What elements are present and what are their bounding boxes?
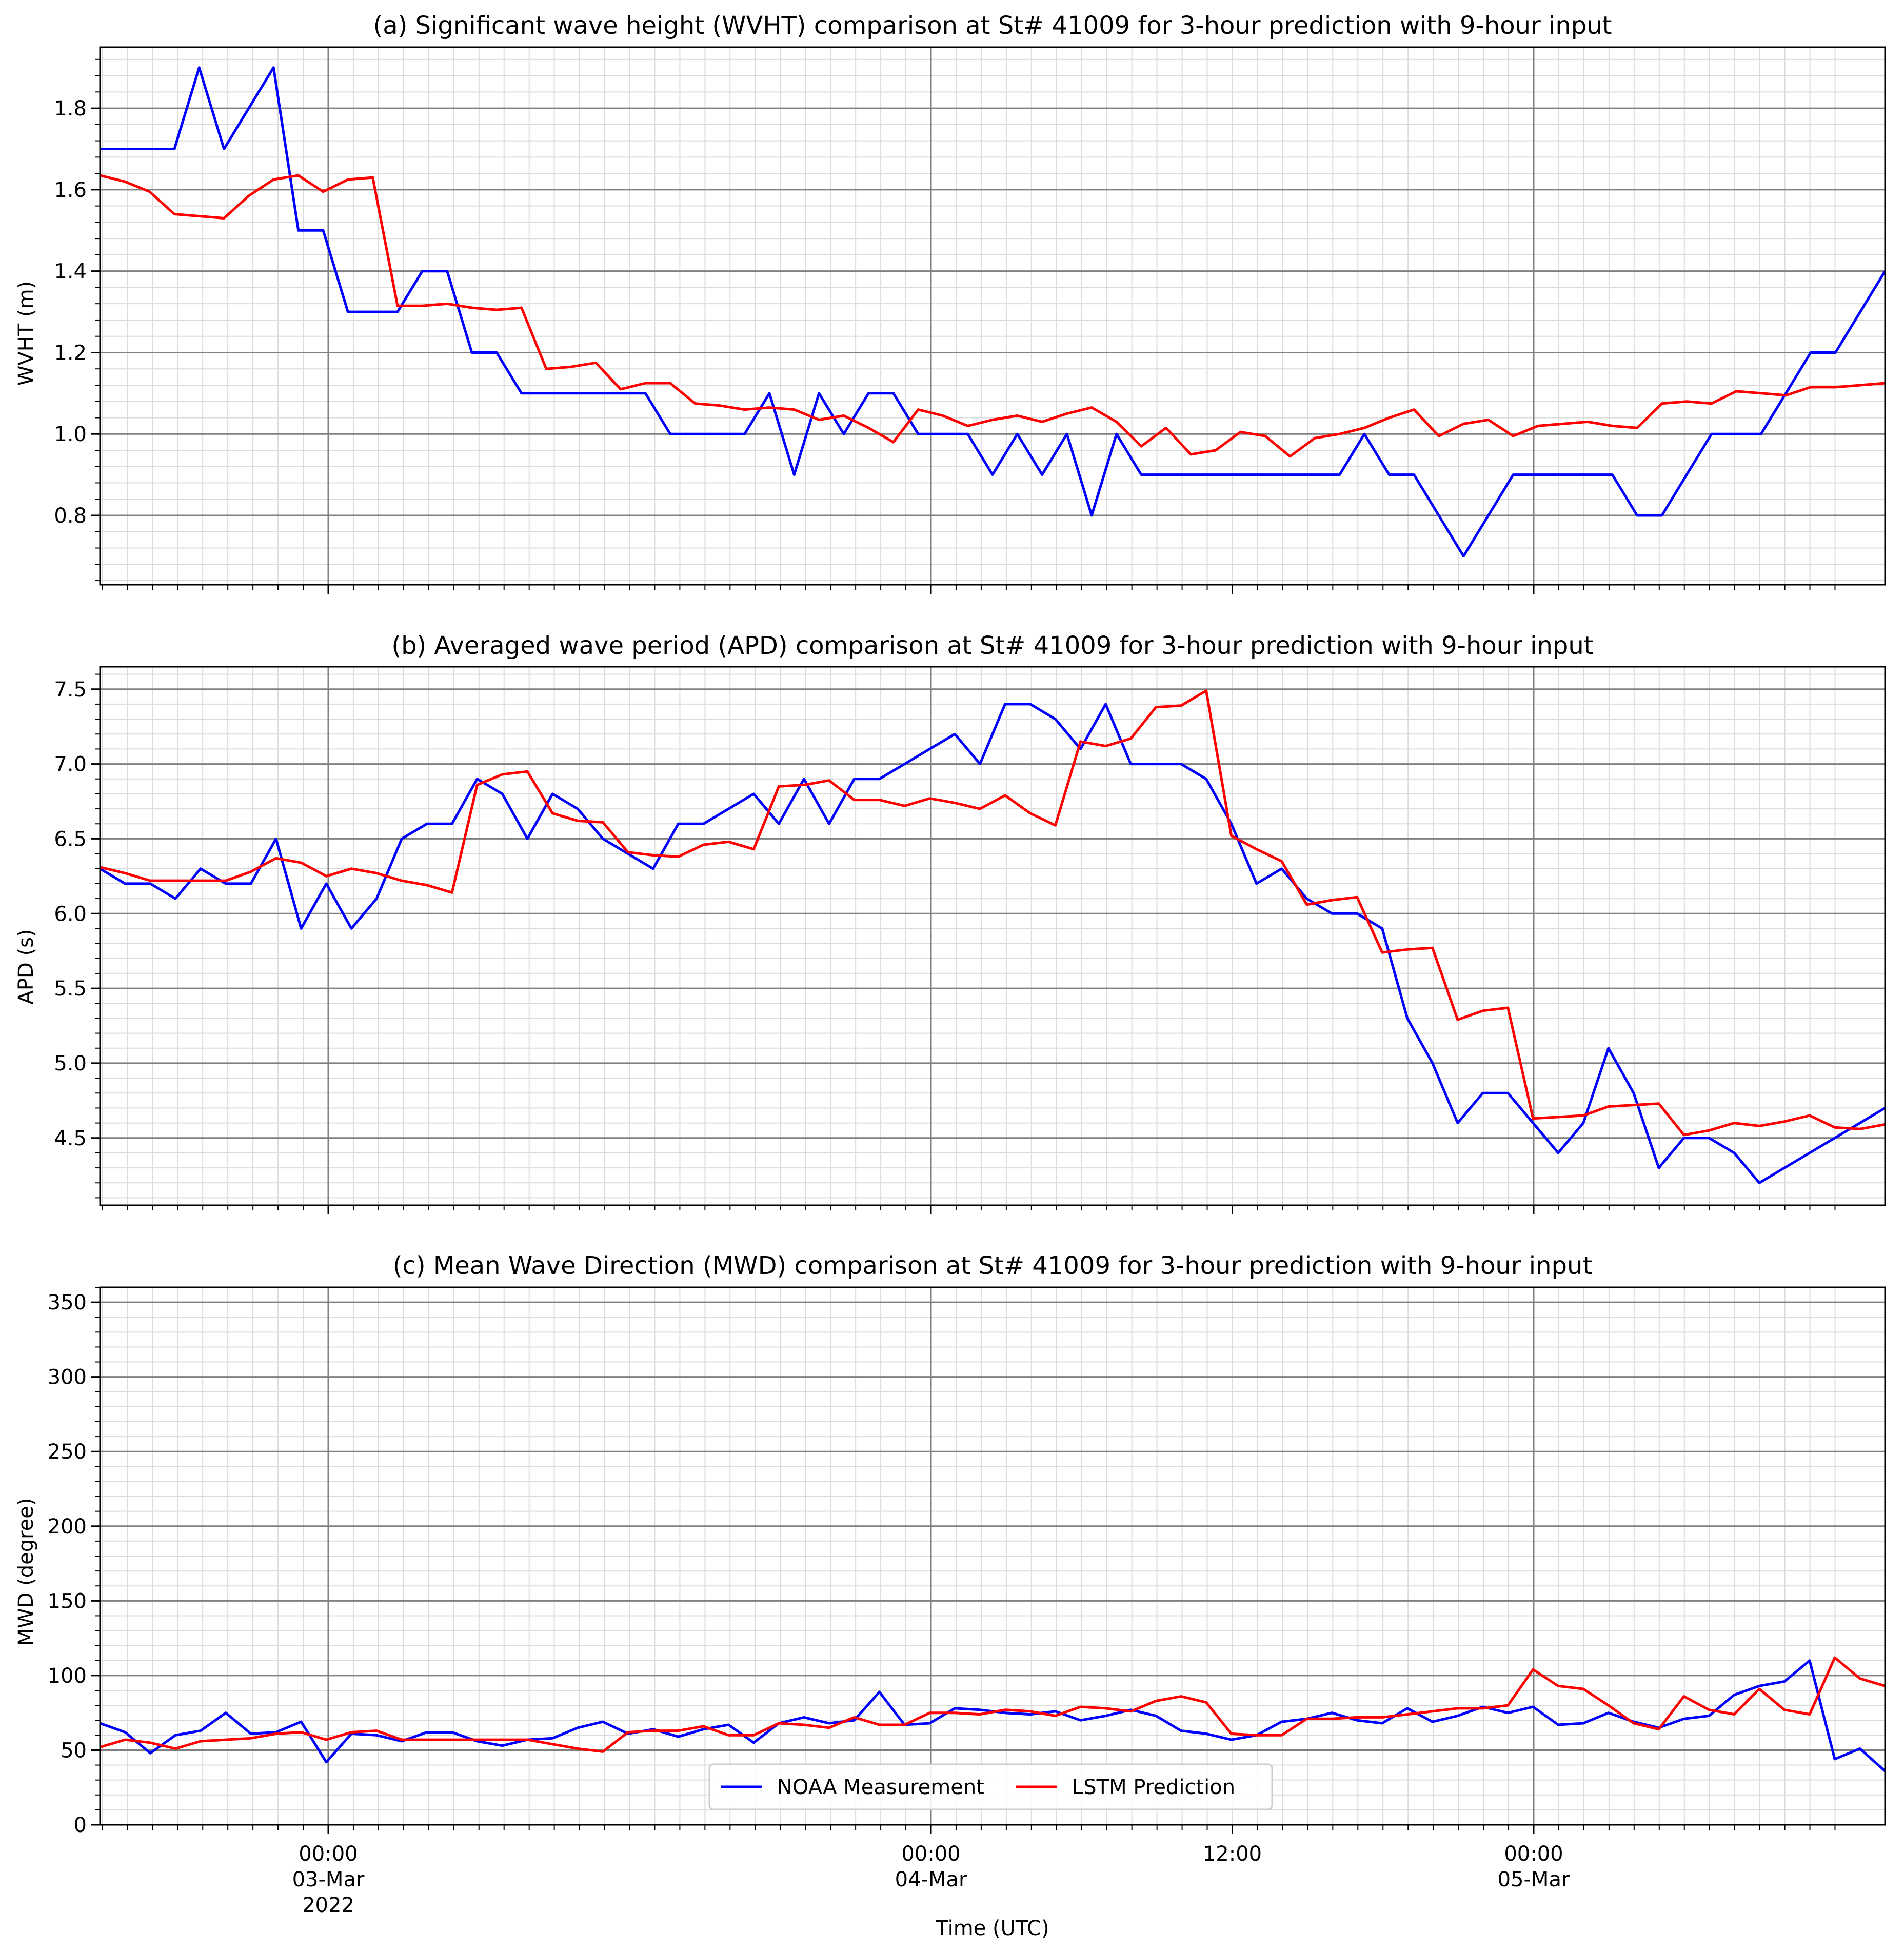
plot-area-2: 05010015020025030035000:0003-Mar202200:0… bbox=[48, 1286, 1886, 1917]
panel-title-apd: (b) Averaged wave period (APD) compariso… bbox=[391, 631, 1593, 660]
plot-area-1: 4.5 5.0 5.5 6.0 6.5 7.0 7.5 bbox=[54, 666, 1886, 1214]
y-tick-label: 0.8 bbox=[54, 504, 87, 528]
y-tick-label: 6.5 bbox=[54, 827, 87, 851]
series-line-noaa bbox=[100, 66, 1885, 557]
y-tick-label: 4.5 bbox=[54, 1127, 87, 1150]
panel-wvht: (a) Significant wave height (WVHT) compa… bbox=[14, 11, 1612, 386]
y-tick-label: 250 bbox=[48, 1440, 87, 1464]
y-tick-label: 1.4 bbox=[54, 260, 87, 284]
y-tick-label: 50 bbox=[61, 1739, 87, 1762]
x-tick-label: 00:00 bbox=[901, 1842, 960, 1866]
y-tick-label: 1.8 bbox=[54, 97, 87, 121]
plot-layer: 0.8 1.0 1.2 1.4 1.6 1.8 4.5 5.0 5.5 6.0 6.5 7.0 7.5 0… bbox=[48, 46, 1886, 1917]
y-axis-label-mwd: MWD (degree) bbox=[14, 1498, 38, 1646]
y-tick-label: 300 bbox=[48, 1366, 87, 1389]
x-tick-label: 00:00 bbox=[299, 1842, 358, 1866]
x-tick-label: 00:00 bbox=[1504, 1842, 1563, 1866]
x-tick-label: 2022 bbox=[302, 1894, 354, 1917]
legend-label-lstm: LSTM Prediction bbox=[1072, 1776, 1235, 1799]
y-tick-label: 1.0 bbox=[54, 423, 87, 446]
y-axis-label-apd: APD (s) bbox=[14, 929, 38, 1004]
axes-frame bbox=[99, 46, 1886, 586]
y-tick-label: 1.2 bbox=[54, 341, 87, 365]
panel-mwd: (c) Mean Wave Direction (MWD) comparison… bbox=[14, 1251, 1592, 1940]
y-tick-label: 6.0 bbox=[54, 902, 87, 926]
y-tick-label: 5.0 bbox=[54, 1052, 87, 1075]
legend-box bbox=[708, 1763, 1273, 1810]
series-line-lstm bbox=[100, 174, 1885, 458]
panel-title-mwd: (c) Mean Wave Direction (MWD) comparison… bbox=[393, 1251, 1593, 1280]
y-tick-label: 100 bbox=[48, 1664, 87, 1688]
axes-frame bbox=[99, 1286, 1886, 1826]
y-tick-label: 7.5 bbox=[54, 678, 87, 702]
plot-area-0: 0.8 1.0 1.2 1.4 1.6 1.8 bbox=[54, 46, 1886, 594]
y-tick-label: 350 bbox=[48, 1291, 87, 1314]
y-tick-label: 5.5 bbox=[54, 977, 87, 1001]
x-tick-label: 05-Mar bbox=[1498, 1868, 1570, 1891]
axes-frame bbox=[99, 666, 1886, 1206]
legend-label-noaa: NOAA Measurement bbox=[777, 1776, 984, 1799]
x-tick-label: 03-Mar bbox=[292, 1868, 365, 1891]
y-tick-label: 1.6 bbox=[54, 178, 87, 202]
legend: NOAA Measurement LSTM Prediction bbox=[708, 1763, 1273, 1810]
series-line-lstm bbox=[100, 689, 1885, 1137]
series-line-noaa bbox=[100, 703, 1885, 1184]
y-tick-label: 7.0 bbox=[54, 753, 87, 776]
panel-apd: (b) Averaged wave period (APD) compariso… bbox=[14, 631, 1594, 1005]
series-line-noaa bbox=[100, 1659, 1885, 1772]
x-tick-label: 04-Mar bbox=[895, 1868, 967, 1891]
y-tick-label: 200 bbox=[48, 1515, 87, 1539]
series-line-lstm bbox=[100, 1656, 1885, 1753]
y-tick-label: 150 bbox=[48, 1589, 87, 1613]
y-tick-label: 0 bbox=[74, 1814, 87, 1837]
x-tick-label: 12:00 bbox=[1203, 1842, 1262, 1866]
x-axis-label: Time (UTC) bbox=[935, 1917, 1049, 1940]
panel-title-wvht: (a) Significant wave height (WVHT) compa… bbox=[373, 11, 1612, 40]
y-axis-label-wvht: WVHT (m) bbox=[14, 281, 38, 386]
